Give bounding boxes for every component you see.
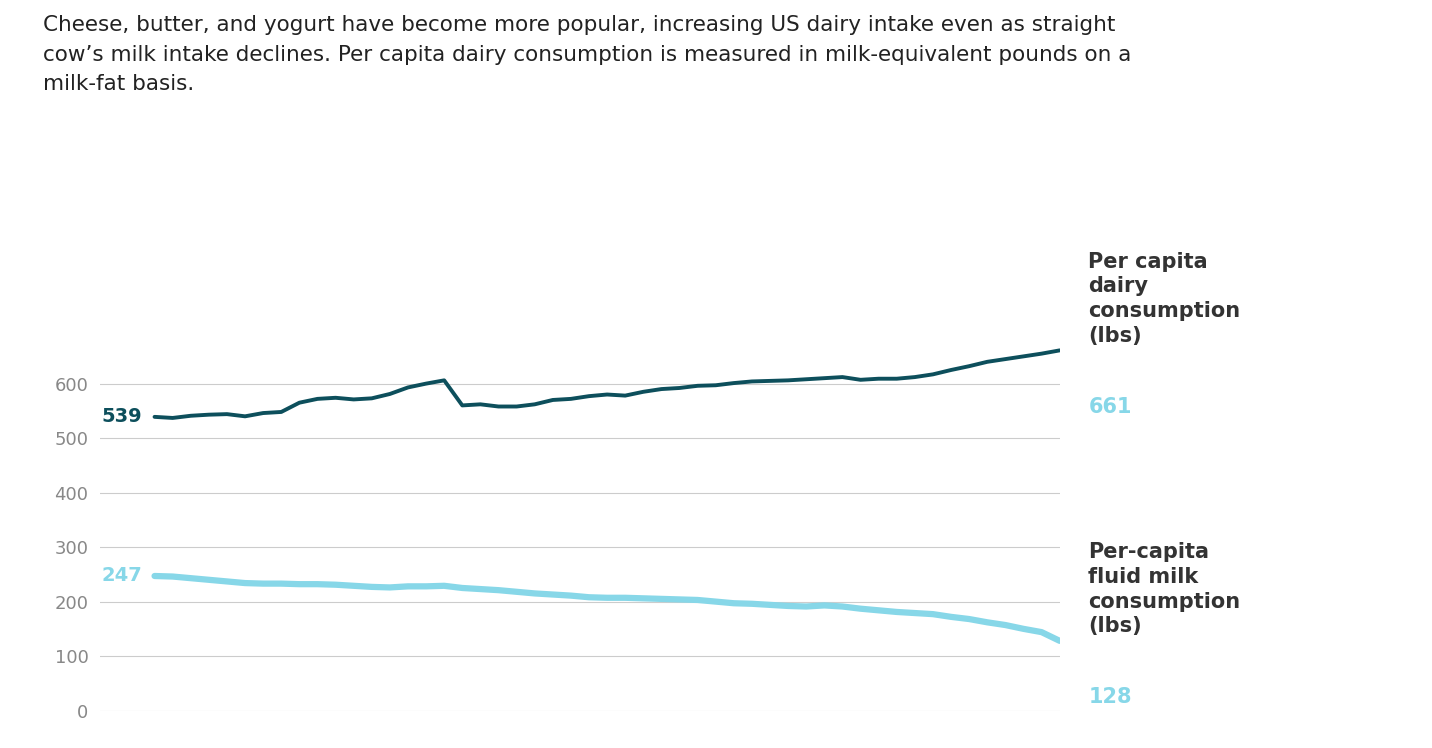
Text: 128: 128 xyxy=(1088,687,1131,707)
Text: 539: 539 xyxy=(102,408,142,426)
Text: Per capita
dairy
consumption
(lbs): Per capita dairy consumption (lbs) xyxy=(1088,251,1240,346)
Text: Cheese, butter, and yogurt have become more popular, increasing US dairy intake : Cheese, butter, and yogurt have become m… xyxy=(43,15,1131,94)
Text: Per-capita
fluid milk
consumption
(lbs): Per-capita fluid milk consumption (lbs) xyxy=(1088,542,1240,637)
Text: 661: 661 xyxy=(1088,396,1131,417)
Text: 247: 247 xyxy=(102,566,142,586)
